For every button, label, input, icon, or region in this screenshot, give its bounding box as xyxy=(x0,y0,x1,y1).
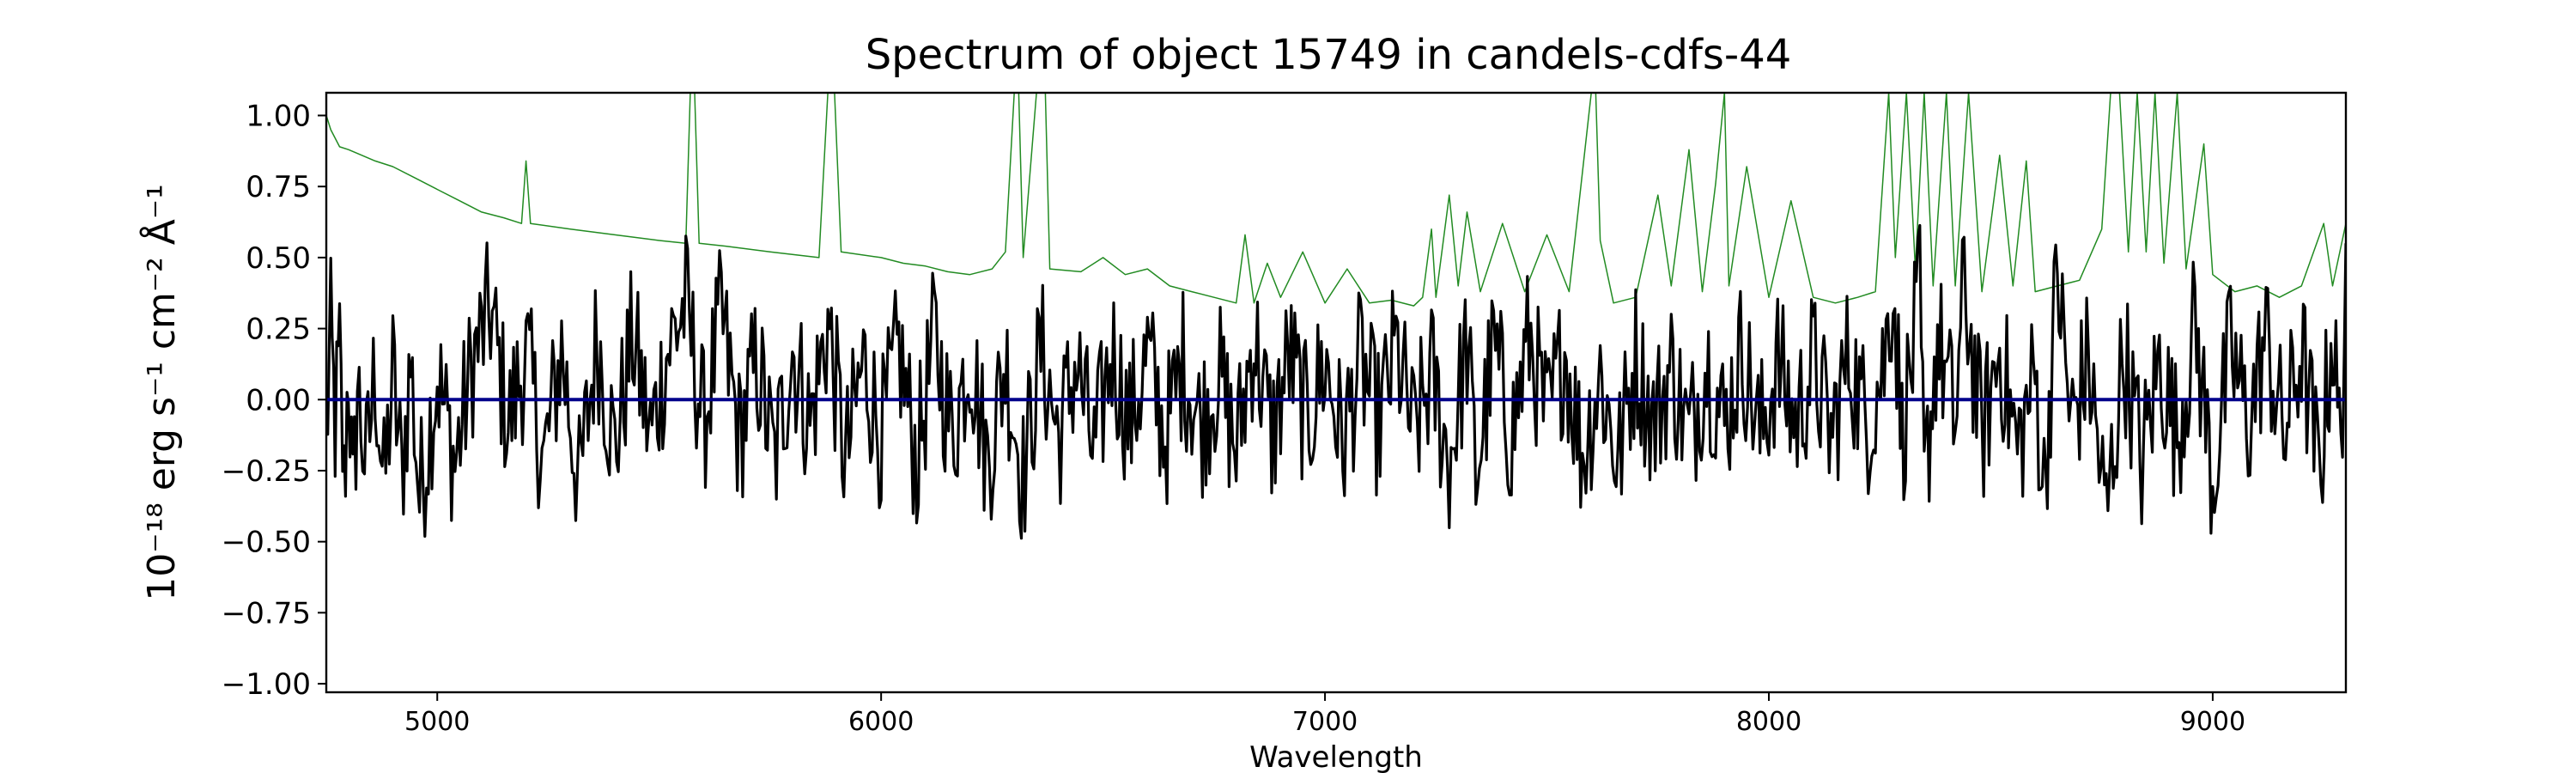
y-axis: −1.00 −0.75 −0.50 −0.25 0.00 0.25 0.50 0.75 1.00 xyxy=(222,99,326,702)
y-tick-label: −1.00 xyxy=(222,667,311,702)
chart-title: Spectrum of object 15749 in candels-cdfs… xyxy=(866,31,1792,79)
y-tick-label: 1.00 xyxy=(246,99,311,133)
series-line-1 xyxy=(326,223,2346,540)
y-tick-label: 0.75 xyxy=(246,170,311,204)
y-tick-label: 0.00 xyxy=(246,383,311,417)
y-tick-label: 0.25 xyxy=(246,313,311,347)
series-line-0 xyxy=(326,93,2346,307)
plot-frame xyxy=(325,91,2348,694)
x-tick-label: 6000 xyxy=(848,707,914,737)
x-axis: 5000 6000 7000 8000 9000 xyxy=(404,692,2245,737)
y-tick-label: −0.75 xyxy=(222,596,311,630)
x-tick-label: 8000 xyxy=(1736,707,1801,737)
series-layer xyxy=(326,93,2346,540)
x-tick-label: 5000 xyxy=(404,707,470,737)
y-axis-label: 10⁻¹⁸ erg s⁻¹ cm⁻² Å⁻¹ xyxy=(138,184,184,600)
y-tick-label: 0.50 xyxy=(246,241,311,276)
y-tick-label: −0.50 xyxy=(222,526,311,560)
x-tick-label: 9000 xyxy=(2180,707,2245,737)
y-tick-label: −0.25 xyxy=(222,454,311,489)
x-axis-label: Wavelength xyxy=(1249,740,1423,773)
x-tick-label: 7000 xyxy=(1292,707,1358,737)
